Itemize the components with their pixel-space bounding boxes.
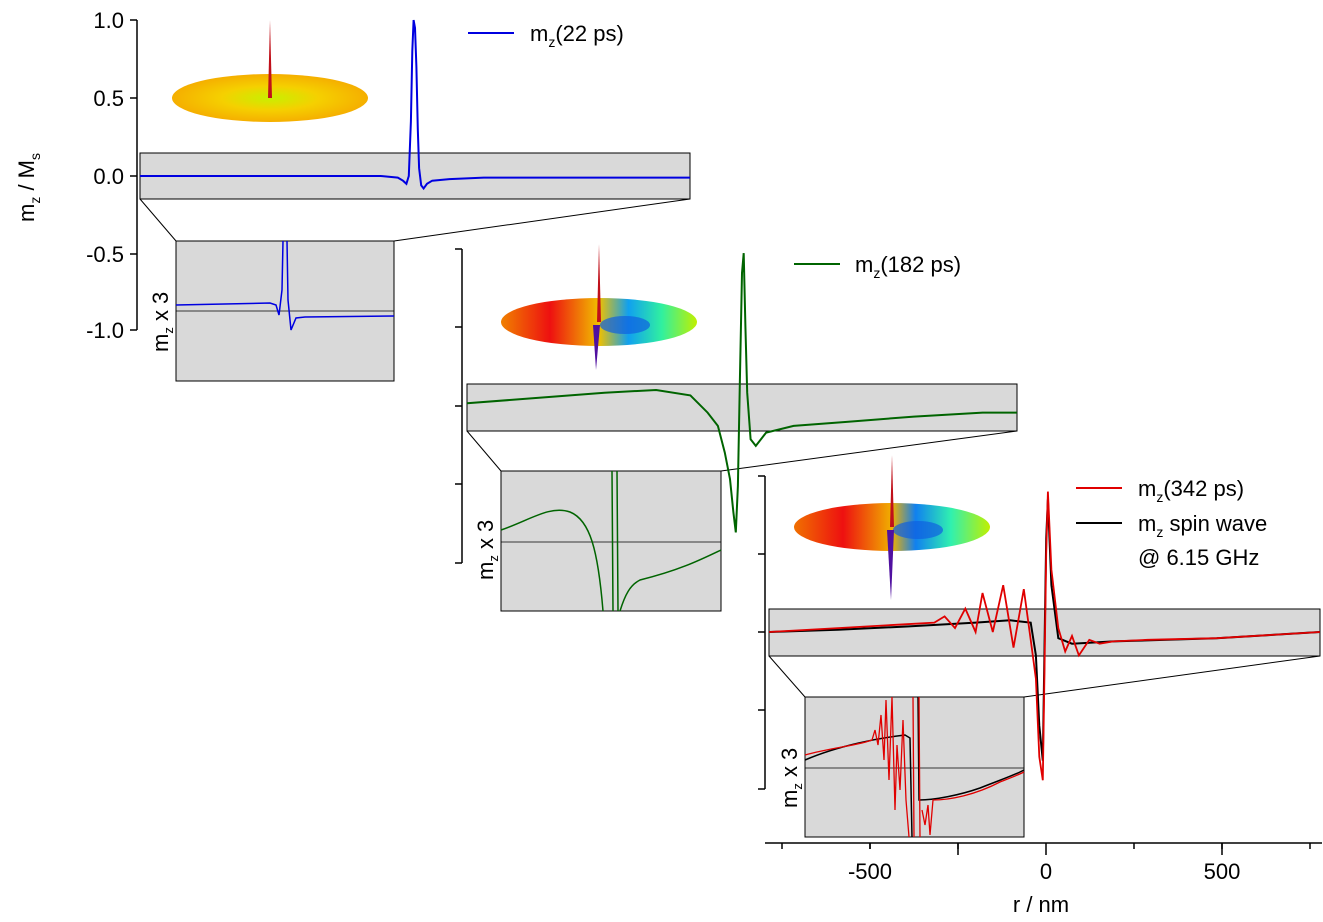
x-tick-label: 0 <box>1040 859 1052 884</box>
legend-b-label: mz(182 ps) <box>855 252 961 281</box>
y-tick-label: 0.0 <box>93 164 124 189</box>
legend-b: mz(182 ps) <box>794 252 961 281</box>
series-line <box>466 253 1017 533</box>
panel-a: mz x 3 mz(22 ps) <box>139 19 691 382</box>
inset-c-red-curve <box>804 696 1025 838</box>
inset-b-label: mz x 3 <box>473 520 501 580</box>
zoom-line-a-left <box>139 198 177 242</box>
legend-c-label-black: mz spin wave <box>1138 511 1267 540</box>
y-tick-label: -0.5 <box>86 242 124 267</box>
series-line <box>768 491 1321 781</box>
y-axis-panel-b <box>455 248 463 564</box>
x-axis-title: r / nm <box>1013 892 1069 917</box>
x-tick-label: 500 <box>1204 859 1241 884</box>
inset-c <box>804 696 1025 838</box>
x-tick-label: -500 <box>848 859 892 884</box>
panel-c: mz x 3 mz(342 ps) mz spin wave @ 6.15 GH… <box>768 455 1321 838</box>
inset-a-curve <box>175 240 395 331</box>
panel-b: mz x 3 mz(182 ps) <box>466 244 1018 612</box>
legend-a-label: mz(22 ps) <box>530 21 624 50</box>
disc-a <box>172 20 368 122</box>
y-axis-panel-c <box>758 475 766 790</box>
y-tick-label: 0.5 <box>93 86 124 111</box>
inset-a-label: mz x 3 <box>148 292 176 352</box>
strip-b <box>466 383 1018 432</box>
zoom-line-c-left <box>768 655 806 698</box>
y-tick-label: 1.0 <box>93 8 124 33</box>
legend-c-label-black-line2: @ 6.15 GHz <box>1138 545 1259 570</box>
legend-a: mz(22 ps) <box>468 21 624 50</box>
y-tick-label: -1.0 <box>86 318 124 343</box>
zoom-line-a-right <box>393 198 691 242</box>
disc-c <box>794 455 990 600</box>
inset-b-curve <box>500 470 722 612</box>
inset-c-label: mz x 3 <box>777 748 805 808</box>
legend-c-label-red: mz(342 ps) <box>1138 476 1244 505</box>
zoom-line-b-left <box>466 430 502 472</box>
y-axis-title: mz / Ms <box>14 153 43 222</box>
zoom-line-b-right <box>720 430 1018 472</box>
series-line <box>140 19 690 191</box>
x-axis <box>765 842 1322 855</box>
zoom-line-c-right <box>1023 655 1321 698</box>
inset-b <box>500 470 722 612</box>
disc-b <box>501 244 697 370</box>
y-axis <box>130 19 138 331</box>
legend-c: mz(342 ps) mz spin wave @ 6.15 GHz <box>1076 476 1267 570</box>
